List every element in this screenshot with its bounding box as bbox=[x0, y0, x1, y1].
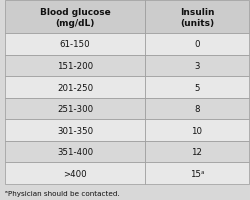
Bar bbox=[5, 77, 145, 98]
Text: 3: 3 bbox=[194, 62, 200, 71]
Bar bbox=[145, 55, 249, 77]
Bar bbox=[5, 1, 145, 34]
Bar bbox=[145, 98, 249, 120]
Bar bbox=[5, 163, 145, 184]
Text: 15ᵃ: 15ᵃ bbox=[190, 169, 204, 178]
Text: 0: 0 bbox=[194, 40, 200, 49]
Text: >400: >400 bbox=[63, 169, 87, 178]
Text: 10: 10 bbox=[192, 126, 202, 135]
Text: 12: 12 bbox=[192, 147, 202, 156]
Text: 251-300: 251-300 bbox=[57, 105, 93, 113]
Text: 8: 8 bbox=[194, 105, 200, 113]
Text: 61-150: 61-150 bbox=[60, 40, 90, 49]
Text: 151-200: 151-200 bbox=[57, 62, 93, 71]
Bar bbox=[145, 1, 249, 34]
Text: 5: 5 bbox=[194, 83, 200, 92]
Text: 201-250: 201-250 bbox=[57, 83, 93, 92]
Bar bbox=[5, 98, 145, 120]
Bar bbox=[5, 55, 145, 77]
Text: ᵃPhysician should be contacted.: ᵃPhysician should be contacted. bbox=[5, 190, 120, 196]
Bar bbox=[145, 77, 249, 98]
Bar bbox=[145, 141, 249, 163]
Bar bbox=[5, 141, 145, 163]
Text: Insulin
(units): Insulin (units) bbox=[180, 7, 214, 28]
Text: Blood glucose
(mg/dL): Blood glucose (mg/dL) bbox=[40, 7, 111, 28]
Bar bbox=[5, 34, 145, 55]
Bar bbox=[145, 34, 249, 55]
Text: 351-400: 351-400 bbox=[57, 147, 93, 156]
Bar bbox=[145, 163, 249, 184]
Bar bbox=[145, 120, 249, 141]
Text: 301-350: 301-350 bbox=[57, 126, 93, 135]
Bar bbox=[5, 120, 145, 141]
